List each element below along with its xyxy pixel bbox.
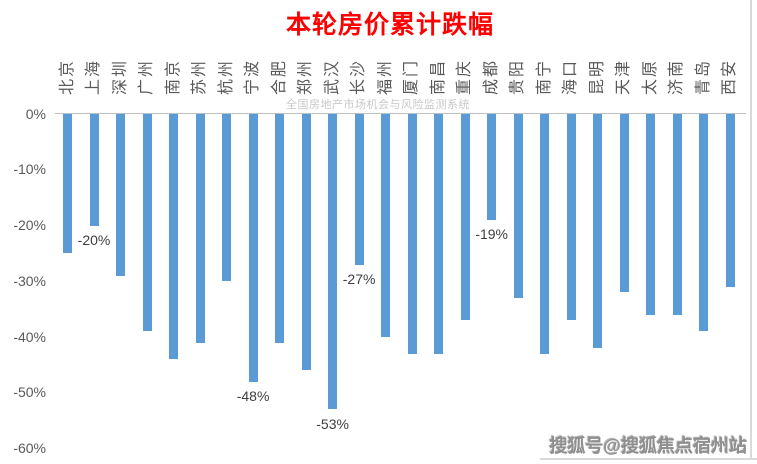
x-axis-label: 太原: [641, 58, 659, 95]
x-axis-label: 上海: [85, 58, 102, 95]
bar-武汉: [328, 114, 338, 410]
bar-成都: [487, 114, 497, 220]
x-axis-label: 南京: [164, 58, 182, 95]
bottom-border-line: [540, 458, 757, 460]
y-axis-tick-label: -30%: [13, 272, 46, 289]
bar-郑州: [301, 114, 311, 371]
bar-南京: [169, 114, 179, 360]
x-axis-label: 福州: [376, 58, 394, 95]
x-axis-label: 济南: [668, 58, 686, 95]
x-axis-label: 重庆: [456, 58, 474, 95]
x-axis-label: 宁波: [244, 58, 262, 95]
y-axis-tick-label: -50%: [13, 384, 46, 401]
x-axis-label: 武汉: [323, 58, 341, 95]
bar-海口: [566, 114, 576, 321]
bar-天津: [619, 114, 629, 293]
x-axis-label: 南昌: [429, 58, 447, 95]
x-axis-label: 贵阳: [509, 58, 527, 95]
bar-宁波: [248, 114, 258, 382]
x-axis-label: 广州: [138, 58, 156, 95]
bar-上海: [89, 114, 99, 226]
x-axis-label: 合肥: [270, 58, 288, 95]
bar-福州: [381, 114, 391, 337]
y-axis-tick-label: 0%: [25, 105, 46, 122]
right-border-line: [750, 0, 752, 460]
x-axis-label: 海口: [562, 58, 580, 95]
bar-广州: [142, 114, 152, 332]
x-axis-label: 郑州: [297, 58, 315, 95]
y-axis-tick-label: -40%: [13, 328, 46, 345]
x-axis-label: 厦门: [403, 58, 421, 95]
bar-北京: [63, 114, 72, 254]
data-label: -53%: [316, 415, 349, 432]
bar-厦门: [407, 114, 417, 354]
bar-南昌: [434, 114, 444, 354]
bar-济南: [672, 114, 682, 315]
zero-axis-line: [55, 113, 746, 114]
bar-青岛: [699, 114, 709, 332]
bar-南宁: [540, 114, 550, 354]
data-label: -20%: [77, 232, 111, 248]
y-axis-tick-label: -60%: [13, 440, 46, 456]
data-label: -48%: [236, 388, 270, 405]
data-label: -27%: [342, 271, 376, 288]
x-axis-label: 昆明: [588, 58, 606, 95]
bar-西安: [725, 114, 735, 287]
x-axis-label: 北京: [58, 58, 76, 95]
x-axis-label: 苏州: [191, 58, 209, 95]
x-axis-label: 青岛: [694, 58, 712, 95]
bar-重庆: [460, 114, 470, 321]
y-axis-tick-label: -20%: [13, 217, 46, 233]
bar-深圳: [116, 114, 126, 276]
bar-杭州: [222, 114, 232, 282]
bar-太原: [646, 114, 656, 315]
x-axis-label: 杭州: [217, 58, 235, 95]
chart-title: 本轮房价累计跌幅: [285, 11, 494, 39]
bar-贵阳: [513, 114, 523, 298]
sohu-watermark-text: 搜狐号@搜狐焦点宿州站: [549, 436, 747, 456]
x-axis-label: 西安: [721, 58, 739, 95]
x-axis-label: 长沙: [350, 58, 368, 95]
bar-昆明: [593, 114, 603, 349]
x-axis-label: 深圳: [111, 58, 129, 95]
y-axis-tick-label: -10%: [13, 161, 46, 178]
bar-苏州: [195, 114, 205, 343]
center-watermark-text: 全国房地产市场机会与风险监测系统: [286, 99, 470, 111]
x-axis-label: 南宁: [535, 58, 553, 95]
x-axis-label: 天津: [615, 58, 633, 95]
bar-长沙: [354, 114, 364, 265]
data-label: -19%: [475, 226, 508, 243]
x-axis-label: 成都: [482, 58, 500, 95]
bar-合肥: [275, 114, 285, 343]
